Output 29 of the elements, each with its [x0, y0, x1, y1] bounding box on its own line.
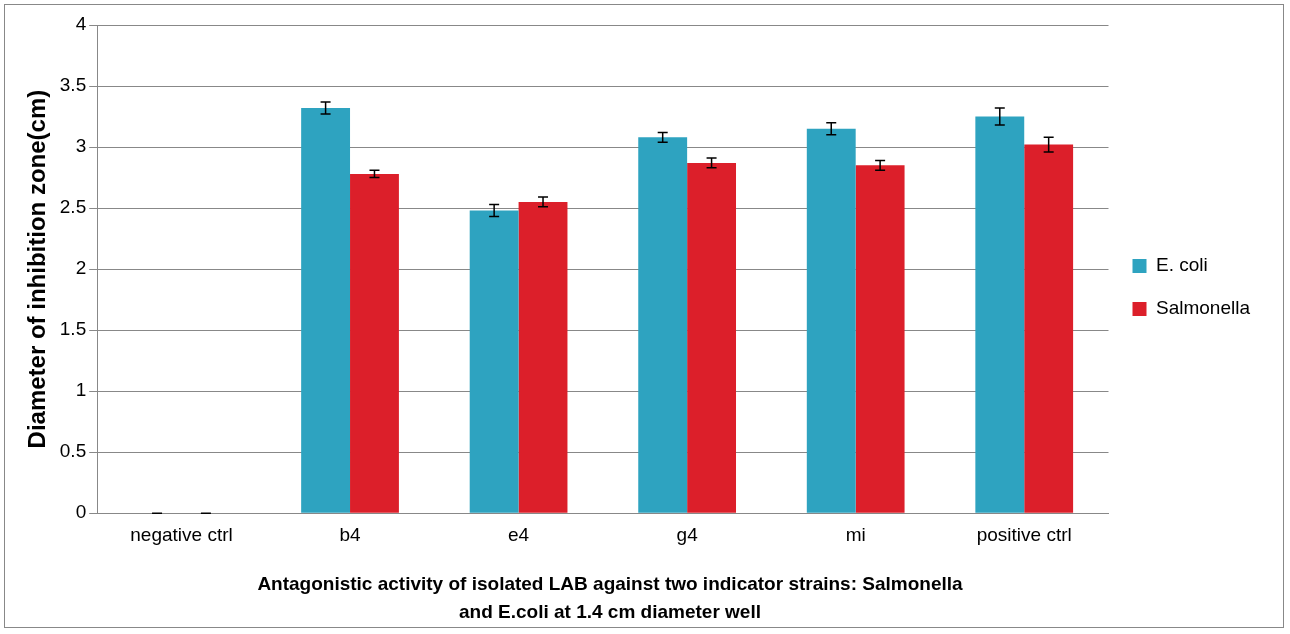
x-tick-label: positive ctrl — [976, 523, 1072, 545]
y-tick-label: 3.5 — [59, 74, 87, 96]
y-tick-label: 2.5 — [59, 196, 87, 218]
y-tick-label: 1 — [75, 379, 87, 401]
x-tick-label: mi — [845, 523, 866, 545]
y-tick-label: 3 — [75, 135, 87, 157]
legend-label: Salmonella — [1156, 297, 1251, 319]
bar — [855, 165, 905, 513]
x-axis-title: Antagonistic activity of isolated LAB against two indicator strains: Salmonella and E.coli at 1.4 cm diameter well — [256, 572, 964, 624]
y-axis-title: Diameter of inhibition zone(cm) — [23, 89, 51, 449]
y-tick-label: 0 — [75, 501, 87, 523]
bar — [1024, 144, 1074, 513]
bar — [806, 128, 856, 513]
bar — [350, 173, 399, 513]
y-tick-label: 2 — [75, 257, 87, 279]
bar — [638, 137, 688, 513]
y-tick-label: 1.5 — [59, 318, 87, 340]
bar — [469, 210, 519, 513]
bar — [518, 201, 568, 513]
x-tick-label: e4 — [508, 523, 530, 545]
x-tick-label: negative ctrl — [130, 523, 233, 545]
bar — [975, 116, 1025, 513]
bar — [301, 107, 351, 513]
y-tick-label: 4 — [75, 13, 87, 35]
legend-label: E. coli — [1156, 254, 1208, 276]
x-tick-label: g4 — [676, 523, 699, 545]
x-tick-label: b4 — [339, 523, 362, 545]
y-tick-label: 0.5 — [59, 440, 87, 462]
bar — [687, 162, 737, 513]
